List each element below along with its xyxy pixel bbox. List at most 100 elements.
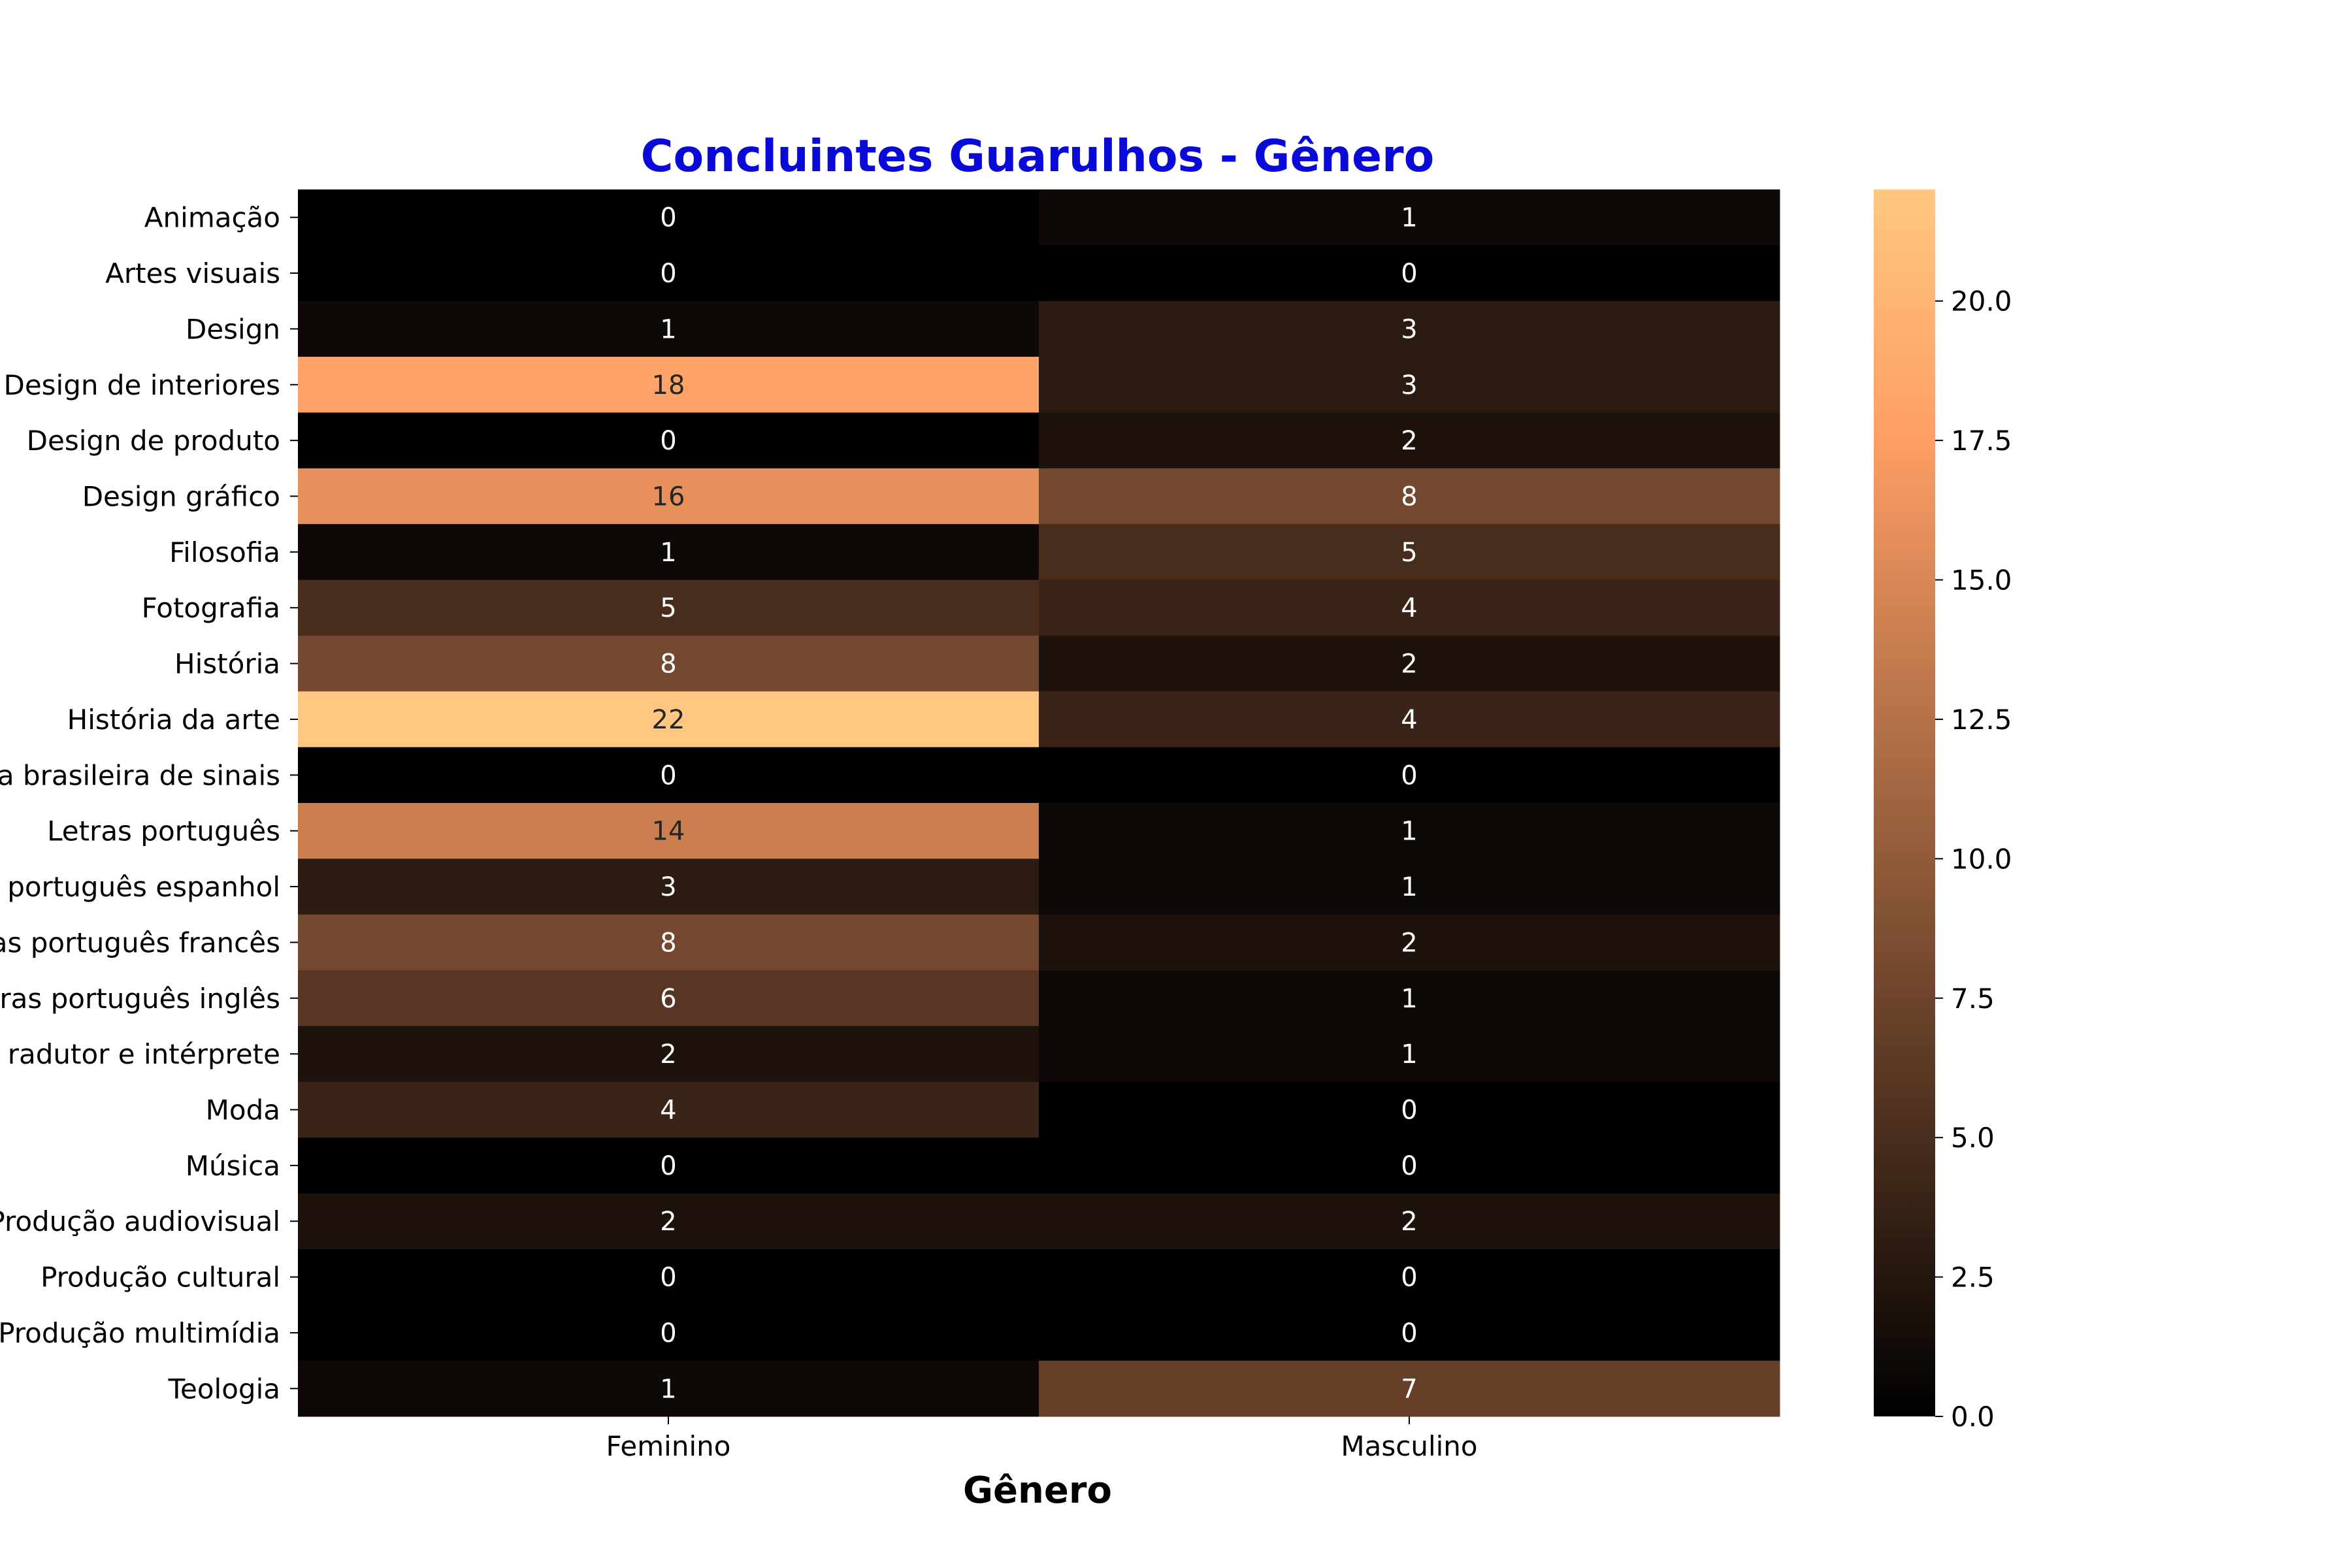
heatmap-cell — [1039, 245, 1780, 302]
cell-value-label: 0 — [660, 1263, 676, 1293]
cell-value-label: 2 — [1401, 1207, 1417, 1237]
cell-value-label: 2 — [660, 1207, 676, 1237]
y-tick-label: Produção multimídia — [0, 1317, 280, 1349]
heatmap-cell — [1039, 357, 1780, 413]
heatmap-cell — [298, 1305, 1039, 1362]
cell-value-label: 1 — [660, 538, 676, 568]
cell-value-label: 2 — [1401, 649, 1417, 679]
x-tick-label: Feminino — [606, 1430, 731, 1462]
heatmap-cell — [1039, 1249, 1780, 1305]
x-tick-label: Masculino — [1341, 1430, 1477, 1462]
cell-value-label: 2 — [660, 1039, 676, 1070]
heatmap-cell — [298, 970, 1039, 1026]
y-tick-label: Teologia — [168, 1373, 281, 1405]
heatmap-cell-labels: 0 10 01 318 30 216 81 55 48 222 40 014 13 18 26 12 14 00 0… — [652, 203, 1418, 1405]
cell-value-label: 22 — [652, 705, 685, 735]
cell-value-label: 0 — [1401, 1318, 1417, 1348]
heatmap-cell — [1039, 580, 1780, 636]
colorbar-gradient — [1874, 189, 1935, 1416]
heatmap-cell — [1039, 914, 1780, 971]
colorbar: 0.0 2.5 5.0 7.5 10.0 12.5 15.0 17.5 20.0 — [1874, 189, 2012, 1433]
cell-value-label: 8 — [660, 649, 676, 679]
heatmap-cell — [298, 301, 1039, 357]
y-tick-label: radutor e intérprete — [8, 1038, 280, 1070]
heatmap-cell — [1039, 301, 1780, 357]
y-tick-label: Design de produto — [27, 425, 280, 457]
heatmap-cell — [298, 747, 1039, 804]
heatmap-cell — [1039, 524, 1780, 581]
cell-value-label: 4 — [1401, 593, 1417, 623]
cell-value-label: 16 — [652, 482, 685, 512]
y-tick-label: Animação — [144, 202, 280, 234]
colorbar-tick-label: 0.0 — [1951, 1401, 1995, 1433]
cell-value-label: 3 — [1401, 370, 1417, 400]
cell-value-label: 4 — [660, 1096, 676, 1126]
cell-value-label: 0 — [660, 203, 676, 233]
cell-value-label: 0 — [1401, 1096, 1417, 1126]
heatmap-cell — [298, 189, 1039, 246]
cell-value-label: 2 — [1401, 426, 1417, 456]
heatmap-cell — [298, 357, 1039, 413]
heatmap-cell — [298, 245, 1039, 302]
cell-value-label: 1 — [1401, 872, 1417, 902]
heatmap-cell — [298, 412, 1039, 469]
heatmap-cell — [1039, 1081, 1780, 1138]
heatmap-cell — [1039, 691, 1780, 748]
heatmap-cell — [298, 803, 1039, 859]
heatmap-cell — [298, 1193, 1039, 1250]
cell-value-label: 0 — [1401, 760, 1417, 791]
heatmap-cell — [298, 858, 1039, 915]
cell-value-label: 0 — [660, 259, 676, 289]
cell-value-label: 3 — [1401, 314, 1417, 344]
heatmap-cell — [1039, 1305, 1780, 1362]
cell-value-label: 1 — [1401, 203, 1417, 233]
heatmap-cell — [298, 1360, 1039, 1417]
y-tick-label: Moda — [206, 1094, 280, 1126]
heatmap-cell — [298, 468, 1039, 525]
y-tick-label: História da arte — [67, 704, 280, 736]
heatmap-cell — [1039, 1193, 1780, 1250]
cell-value-label: 18 — [652, 370, 685, 400]
y-tick-label: Fotografia — [142, 592, 280, 624]
y-tick-label: a brasileira de sinais — [0, 759, 280, 791]
heatmap-cell — [298, 914, 1039, 971]
chart-title: Concluintes Guarulhos - Gênero — [641, 131, 1435, 182]
cell-value-label: 2 — [1401, 928, 1417, 958]
cell-value-label: 7 — [1401, 1374, 1417, 1404]
heatmap-cell — [298, 1249, 1039, 1305]
heatmap-cell — [1039, 970, 1780, 1026]
cell-value-label: 1 — [660, 314, 676, 344]
cell-value-label: 0 — [660, 426, 676, 456]
colorbar-tick-label: 12.5 — [1951, 704, 2012, 736]
heatmap-cells — [298, 189, 1780, 1417]
cell-value-label: 14 — [652, 817, 685, 847]
cell-value-label: 0 — [1401, 259, 1417, 289]
heatmap-cell — [298, 524, 1039, 581]
cell-value-label: 0 — [660, 760, 676, 791]
colorbar-tick-label: 15.0 — [1951, 564, 2012, 596]
y-tick-label: Letras português — [47, 815, 280, 847]
heatmap-cell — [1039, 1026, 1780, 1083]
cell-value-label: 5 — [1401, 538, 1417, 568]
heatmap-cell — [1039, 189, 1780, 246]
heatmap-cell — [1039, 412, 1780, 469]
y-tick-label: Design — [186, 313, 280, 345]
cell-value-label: 0 — [1401, 1263, 1417, 1293]
y-tick-label: Música — [186, 1150, 280, 1182]
cell-value-label: 8 — [1401, 482, 1417, 512]
x-axis: Feminino Masculino — [606, 1416, 1478, 1462]
cell-value-label: 8 — [660, 928, 676, 958]
y-tick-label: Design gráfico — [82, 481, 280, 513]
y-tick-label: português espanhol — [7, 871, 280, 903]
heatmap-cell — [1039, 747, 1780, 804]
y-tick-label: Design de interiores — [3, 369, 280, 401]
y-tick-label: História — [174, 648, 280, 680]
cell-value-label: 6 — [660, 984, 676, 1014]
heatmap-cell — [298, 635, 1039, 692]
y-tick-label: as português francês — [0, 926, 280, 958]
cell-value-label: 0 — [1401, 1151, 1417, 1181]
cell-value-label: 3 — [660, 872, 676, 902]
heatmap-cell — [298, 691, 1039, 748]
colorbar-tick-label: 7.5 — [1951, 983, 1995, 1015]
